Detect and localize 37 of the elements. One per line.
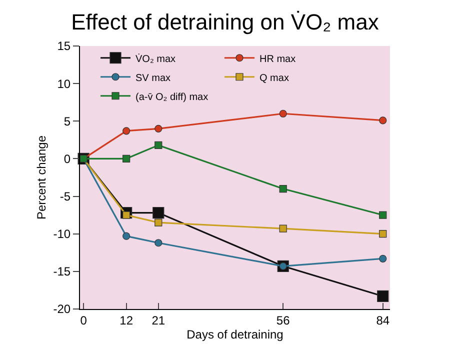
y-tick-label: -20 xyxy=(53,302,71,316)
point xyxy=(122,127,130,135)
x-tick-label: 56 xyxy=(276,313,290,328)
point xyxy=(379,116,387,124)
point xyxy=(377,290,389,302)
legend-label: HR max xyxy=(260,54,296,65)
legend-label: V̇O₂ max xyxy=(136,53,176,65)
point xyxy=(154,239,162,247)
y-tick-label: 10 xyxy=(57,76,71,91)
point xyxy=(122,154,130,163)
point xyxy=(122,232,130,240)
point xyxy=(154,124,162,132)
legend-label: SV max xyxy=(136,72,171,84)
chart-title: Effect of detraining on V̇O₂ max xyxy=(71,9,379,34)
y-tick-label: 15 xyxy=(57,39,71,54)
point xyxy=(379,254,387,262)
legend-label: Q max xyxy=(260,72,289,84)
point xyxy=(154,141,162,149)
point xyxy=(279,110,287,118)
x-tick-label: 84 xyxy=(376,313,390,328)
y-tick-label: 0 xyxy=(64,152,71,166)
point xyxy=(379,230,387,238)
y-axis-title: Percent change xyxy=(34,135,49,220)
x-tick-label: 0 xyxy=(80,313,88,328)
y-tick-label: -15 xyxy=(53,264,71,279)
x-tick-label: 21 xyxy=(152,313,166,328)
y-tick-label: -5 xyxy=(60,189,71,204)
point xyxy=(379,211,387,219)
legend-label: (a-v̄ O₂ diff) max xyxy=(136,92,208,103)
y-tick-label: -10 xyxy=(53,227,71,242)
point xyxy=(154,218,162,226)
x-axis-title: Days of detraining xyxy=(186,327,284,342)
point xyxy=(279,184,287,193)
y-tick-label: 5 xyxy=(64,114,71,128)
point xyxy=(152,207,164,219)
x-tick-label: 12 xyxy=(120,313,134,328)
point xyxy=(279,224,287,232)
